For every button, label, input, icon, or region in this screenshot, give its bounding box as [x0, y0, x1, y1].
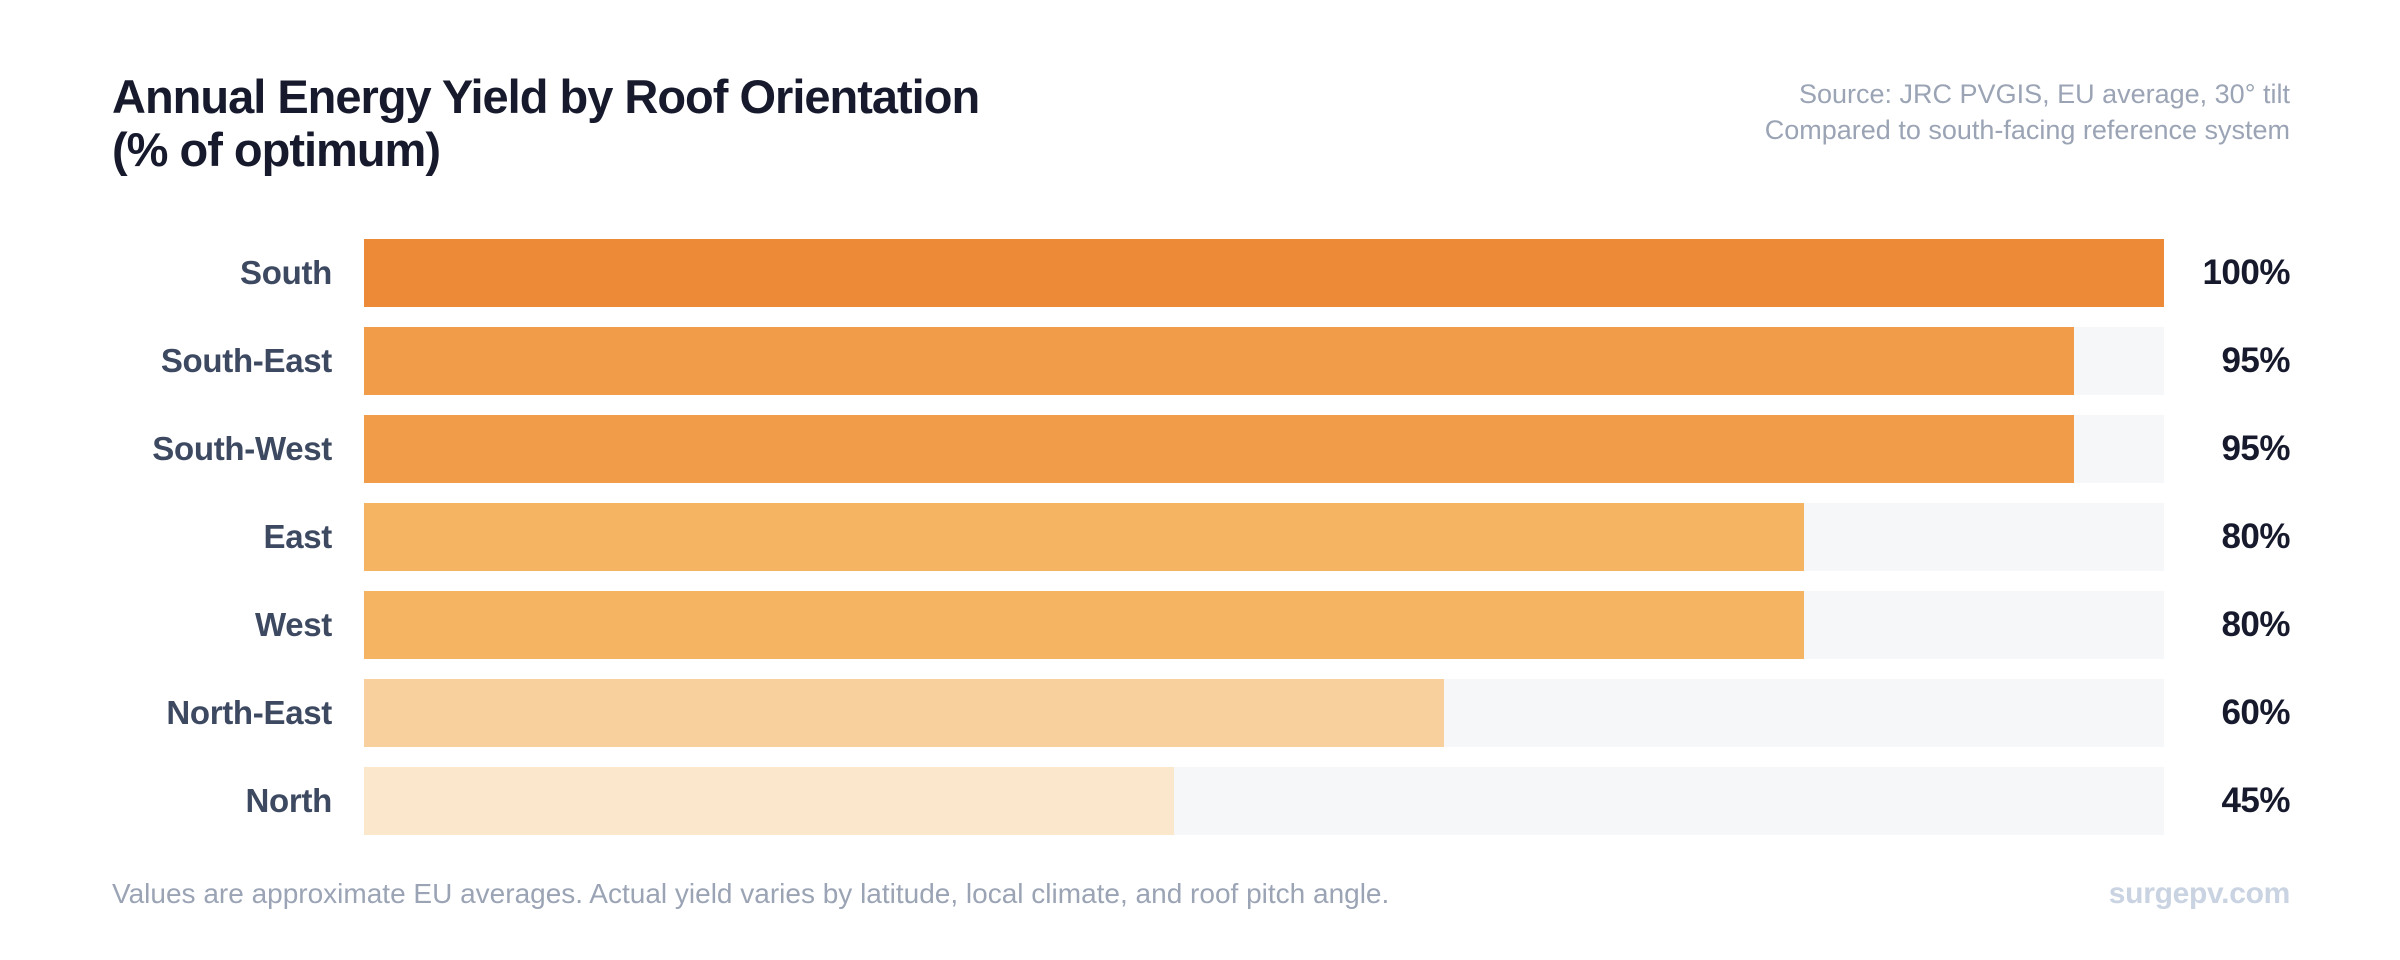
- category-label: East: [263, 518, 332, 555]
- chart-row: North-East 60%: [112, 679, 2291, 747]
- value-label: 95%: [2221, 429, 2290, 468]
- bar: [364, 679, 1444, 747]
- bar: [364, 415, 2074, 483]
- chart-footer: Values are approximate EU averages. Actu…: [112, 877, 2290, 911]
- chart-row: West 80%: [112, 591, 2291, 659]
- chart-row: East 80%: [112, 503, 2291, 571]
- category-label: South-West: [152, 430, 332, 467]
- category-label: North: [245, 782, 333, 819]
- category-label: South: [240, 254, 332, 291]
- bar-track: [364, 767, 2164, 835]
- source-note-line-2: Compared to south-facing reference syste…: [1764, 115, 2290, 145]
- source-note: Source: JRC PVGIS, EU average, 30° tilt …: [1765, 76, 2290, 148]
- category-label: South-East: [160, 342, 332, 379]
- value-label: 45%: [2221, 781, 2290, 820]
- bar: [364, 591, 1804, 659]
- bar: [364, 503, 1804, 571]
- chart-row: South-East 95%: [112, 327, 2291, 395]
- value-label: 100%: [2202, 253, 2290, 292]
- chart-row: North 45%: [112, 767, 2291, 835]
- value-label: 95%: [2221, 341, 2290, 380]
- bar-track: [364, 679, 2164, 747]
- bar-track: [364, 239, 2164, 307]
- category-label: North-East: [166, 694, 332, 731]
- chart-header: Annual Energy Yield by Roof Orientation …: [112, 70, 2290, 176]
- bar: [364, 239, 2164, 307]
- value-label: 80%: [2221, 605, 2290, 644]
- bar-track: [364, 591, 2164, 659]
- bar-chart: South 100% South-East 95% South-West 95%…: [112, 239, 2291, 835]
- source-note-line-1: Source: JRC PVGIS, EU average, 30° tilt: [1799, 79, 2290, 109]
- category-label: West: [254, 606, 332, 643]
- page-title-line-1: Annual Energy Yield by Roof Orientation: [112, 70, 980, 123]
- bar-track: [364, 327, 2164, 395]
- page-title: Annual Energy Yield by Roof Orientation …: [112, 70, 980, 176]
- bar-track: [364, 503, 2164, 571]
- bar: [364, 767, 1174, 835]
- bar-track: [364, 415, 2164, 483]
- chart-row: South-West 95%: [112, 415, 2291, 483]
- value-label: 80%: [2221, 517, 2290, 556]
- footnote: Values are approximate EU averages. Actu…: [112, 878, 1390, 909]
- bar: [364, 327, 2074, 395]
- brand-watermark: surgepv.com: [2108, 877, 2291, 910]
- value-label: 60%: [2221, 693, 2290, 732]
- chart-row: South 100%: [112, 239, 2291, 307]
- page-title-line-2: (% of optimum): [112, 123, 441, 176]
